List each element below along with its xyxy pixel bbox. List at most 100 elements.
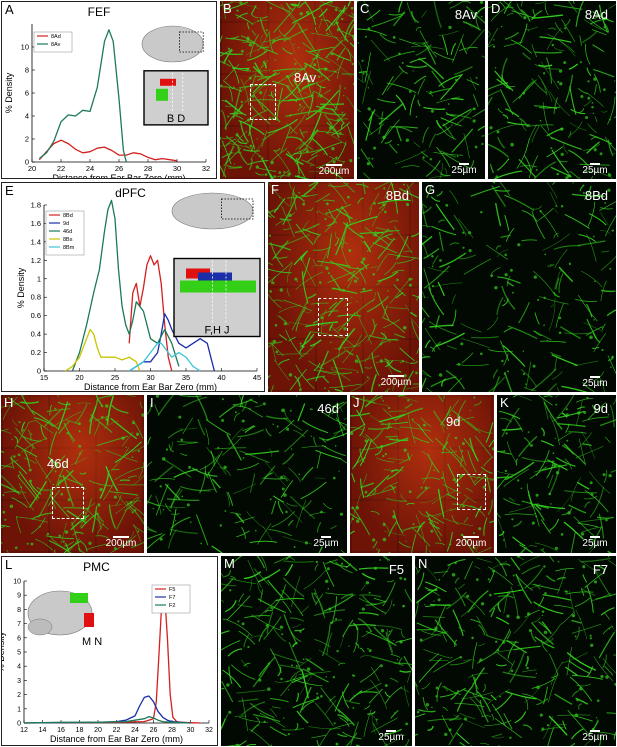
legend-entry: F5: [169, 587, 175, 593]
x-tick-label: 30: [187, 727, 195, 734]
y-tick-label: 9: [17, 593, 21, 600]
y-tick-label: 1.6: [31, 219, 41, 228]
y-tick-label: 2: [17, 692, 21, 699]
panel-letter: F: [271, 182, 279, 197]
scale-label: 25µm: [582, 732, 608, 743]
series-line-F7: [23, 695, 191, 724]
panel-letter: B: [223, 1, 232, 16]
fiber-image: [220, 1, 354, 179]
x-tick-label: 35: [182, 373, 190, 382]
region-label: 46d: [47, 456, 69, 471]
scale-bar: 25µm: [580, 730, 610, 743]
y-tick-label: 8: [17, 607, 21, 614]
y-axis-label: % Density: [16, 267, 26, 308]
y-tick-label: 5: [17, 650, 21, 657]
panel-letter: L: [5, 557, 13, 572]
legend-entry: 46d: [63, 229, 72, 235]
scale-bar: 200µm: [102, 536, 140, 549]
scale-label: 200µm: [455, 538, 487, 549]
legend-entry: 8Bd: [63, 213, 73, 219]
region-label: 8Bd: [584, 188, 608, 203]
scale-bar: 25µm: [580, 536, 610, 549]
panel-i: I 46d 25µm: [147, 395, 347, 553]
panel-k: K 9d 25µm: [497, 395, 616, 553]
scale-bar: 25µm: [376, 730, 406, 743]
y-tick-label: 1.4: [31, 237, 41, 246]
legend-box: [33, 31, 73, 53]
y-tick-label: 0.4: [31, 330, 41, 339]
panel-letter: C: [360, 1, 370, 16]
x-tick-label: 24: [86, 164, 94, 173]
fiber-image: [488, 1, 616, 179]
region-label: F7: [592, 562, 608, 577]
inset-box: [318, 298, 348, 336]
y-tick-label: 0.6: [31, 311, 41, 320]
fiber-image: [1, 395, 144, 553]
scale-bar: 200µm: [316, 164, 352, 177]
scale-label: 25µm: [582, 538, 608, 549]
scale-label: 25µm: [378, 732, 404, 743]
panel-h: H 46d 200µm: [1, 395, 144, 553]
x-tick-label: 22: [57, 164, 65, 173]
series-line-F2: [23, 715, 191, 724]
y-tick-label: 0: [17, 721, 21, 728]
x-tick-label: 45: [253, 373, 261, 382]
inset-label: M N: [82, 636, 102, 648]
inset-box: [457, 474, 486, 510]
panel-a: A FEF 20 22 24 26 28 30 32 0 2 4 6 8 10 Distance from …: [1, 1, 217, 179]
scale-label: 25µm: [451, 165, 477, 176]
x-tick-label: 20: [75, 373, 83, 382]
panel-letter: N: [418, 556, 428, 571]
x-tick-label: 16: [57, 727, 65, 734]
region-label: 46d: [317, 401, 339, 416]
region-label: 8Ad: [584, 7, 608, 22]
fiber-image: [221, 556, 412, 746]
y-axis-label: % Density: [4, 72, 14, 113]
y-tick-label: 10: [13, 579, 21, 586]
region-label: 8Bd: [385, 188, 409, 203]
panel-letter: E: [5, 183, 14, 198]
panel-letter: D: [491, 1, 501, 16]
x-tick-label: 32: [205, 727, 213, 734]
y-tick-label: 1.8: [31, 201, 41, 210]
y-tick-label: 0.8: [31, 293, 41, 302]
y-axis-label: % Density: [2, 631, 6, 672]
panel-letter: H: [4, 395, 14, 410]
fiber-image: [350, 395, 494, 553]
x-tick-label: 15: [40, 373, 48, 382]
legend-entry: 8Bs: [63, 237, 73, 243]
fiber-image: [357, 1, 485, 179]
legend-entry: F7: [169, 595, 175, 601]
scale-bar: 25µm: [580, 163, 610, 176]
scale-label: 200µm: [318, 166, 350, 177]
fiber-image: [268, 182, 419, 392]
region-label: 8Av: [294, 70, 317, 85]
fiber-image: [422, 182, 616, 392]
brain-inset-icon: B D: [141, 25, 209, 126]
x-tick-label: 24: [131, 727, 139, 734]
x-tick-label: 12: [20, 727, 28, 734]
x-tick-label: 30: [173, 164, 181, 173]
x-tick-label: 26: [115, 164, 123, 173]
fiber-image: [415, 556, 616, 746]
chart-title: PMC: [83, 560, 110, 574]
panel-e: E dPFC 15 20 25 30 35 40 45 0 0.2 0.4 0.6 0.8 1 1.2 1.4…: [1, 182, 265, 392]
x-tick-label: 28: [144, 164, 152, 173]
scale-label: 200µm: [105, 538, 137, 549]
series-line-46d: [71, 199, 180, 372]
y-tick-label: 10: [21, 43, 29, 52]
panel-j: J 9d 200µm: [350, 395, 494, 553]
x-tick-label: 14: [39, 727, 47, 734]
y-tick-label: 0.2: [31, 348, 41, 357]
y-tick-label: 4: [17, 664, 21, 671]
region-label: 9d: [593, 401, 608, 416]
legend-entry: 9d: [63, 221, 69, 227]
y-tick-label: 1.2: [31, 256, 41, 265]
x-axis-label: Distance from Ear Bar Zero (mm): [84, 382, 217, 391]
series-line-8Av: [38, 29, 127, 163]
brain-inset-icon: F,H J: [171, 192, 261, 338]
y-tick-label: 2: [25, 135, 29, 144]
panel-letter: A: [5, 2, 14, 17]
